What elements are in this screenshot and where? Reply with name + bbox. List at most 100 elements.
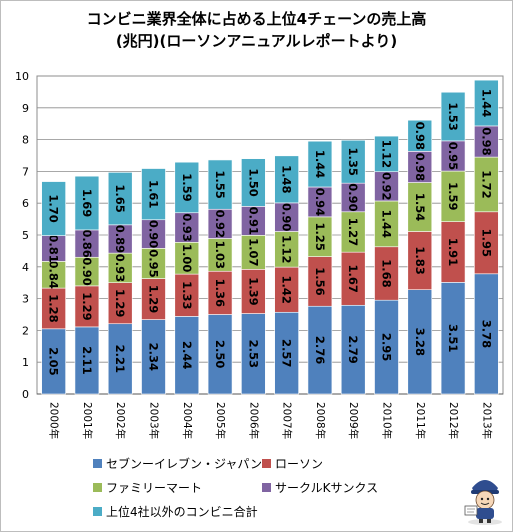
data-label: 1.44 bbox=[479, 89, 493, 117]
x-tick-label: 2000年 bbox=[48, 402, 61, 439]
data-label: 1.69 bbox=[80, 189, 94, 217]
data-label: 1.54 bbox=[413, 193, 427, 221]
legend-swatch bbox=[93, 507, 102, 516]
data-label: 1.59 bbox=[180, 173, 194, 201]
data-label: 0.89 bbox=[113, 225, 127, 253]
x-tick-label: 2010年 bbox=[381, 402, 394, 439]
bar-segment bbox=[74, 175, 100, 231]
data-label: 0.93 bbox=[113, 254, 127, 282]
x-tick-label: 2007年 bbox=[281, 402, 294, 439]
data-label: 1.29 bbox=[147, 285, 161, 313]
data-label: 1.25 bbox=[313, 223, 327, 251]
data-label: 1.39 bbox=[246, 277, 260, 305]
data-label: 2.34 bbox=[147, 343, 161, 371]
bar-segment bbox=[440, 91, 466, 142]
legend-item-others: 上位4社以外のコンビニ合計 bbox=[93, 503, 258, 520]
legend-item-familymart: ファミリーマート bbox=[93, 479, 202, 496]
data-label: 2.50 bbox=[213, 340, 227, 368]
data-label: 0.98 bbox=[413, 122, 427, 150]
bar-segment bbox=[374, 135, 399, 173]
bar-segment bbox=[407, 119, 433, 152]
data-label: 0.90 bbox=[280, 203, 294, 231]
data-label: 1.48 bbox=[280, 165, 294, 193]
x-tick-label: 2006年 bbox=[247, 402, 260, 439]
data-label: 1.42 bbox=[280, 276, 294, 304]
bar-segment bbox=[274, 155, 299, 204]
data-label: 1.61 bbox=[147, 180, 161, 208]
data-label: 3.51 bbox=[446, 324, 460, 352]
data-label: 1.12 bbox=[380, 140, 394, 168]
legend-swatch bbox=[262, 483, 271, 492]
data-label: 1.03 bbox=[213, 241, 227, 269]
data-label: 0.90 bbox=[346, 183, 360, 211]
data-label: 2.44 bbox=[180, 341, 194, 369]
legend-swatch bbox=[93, 483, 102, 492]
bar-segment bbox=[41, 181, 66, 236]
data-label: 1.35 bbox=[346, 148, 360, 176]
bar-segment bbox=[107, 172, 133, 226]
chart-title-line2: (兆円)(ローソンアニュアルレポートより) bbox=[115, 32, 398, 50]
legend-swatch bbox=[262, 459, 271, 468]
data-label: 1.70 bbox=[47, 194, 61, 222]
data-label: 1.44 bbox=[380, 210, 394, 238]
data-label: 1.55 bbox=[213, 170, 227, 198]
y-tick-label: 10 bbox=[15, 70, 29, 83]
bar-segment bbox=[340, 139, 366, 184]
data-label: 2.76 bbox=[313, 336, 327, 364]
data-label: 2.53 bbox=[246, 340, 260, 368]
data-label: 1.91 bbox=[446, 238, 460, 266]
data-label: 1.29 bbox=[80, 292, 94, 320]
data-label: 1.07 bbox=[246, 238, 260, 266]
data-label: 1.83 bbox=[413, 246, 427, 274]
data-label: 2.05 bbox=[47, 347, 61, 375]
y-tick-label: 7 bbox=[22, 165, 29, 178]
legend-item-seven-eleven: セブンーイレブン・ジャパン bbox=[93, 455, 262, 472]
x-tick-label: 2003年 bbox=[148, 402, 161, 439]
data-label: 1.28 bbox=[47, 294, 61, 322]
data-label: 1.95 bbox=[479, 229, 493, 257]
mascot-illustration bbox=[464, 480, 502, 525]
x-tick-label: 2005年 bbox=[214, 402, 227, 439]
data-label: 1.50 bbox=[246, 168, 260, 196]
legend-label-familymart: ファミリーマート bbox=[106, 481, 203, 495]
bar-segment bbox=[174, 161, 200, 214]
data-label: 1.72 bbox=[479, 170, 493, 198]
data-label: 1.00 bbox=[180, 244, 194, 272]
x-tick-label: 2008年 bbox=[314, 402, 327, 439]
y-tick-label: 0 bbox=[22, 388, 29, 401]
data-label: 3.28 bbox=[413, 328, 427, 356]
data-label: 1.53 bbox=[446, 102, 460, 130]
y-tick-label: 5 bbox=[22, 229, 29, 242]
data-label: 0.94 bbox=[313, 188, 327, 216]
data-label: 0.92 bbox=[380, 172, 394, 200]
data-label: 1.27 bbox=[346, 218, 360, 246]
x-tick-label: 2002年 bbox=[114, 402, 127, 439]
bar-segment bbox=[474, 79, 499, 127]
x-tick-label: 2013年 bbox=[480, 402, 493, 439]
data-label: 2.11 bbox=[80, 346, 94, 374]
data-label: 0.81 bbox=[47, 234, 61, 262]
data-label: 0.84 bbox=[47, 261, 61, 289]
chart-title-line1: コンビニ業界全体に占める上位4チェーンの売上高 bbox=[86, 10, 427, 28]
data-label: 0.90 bbox=[147, 220, 161, 248]
y-tick-label: 8 bbox=[22, 134, 29, 147]
data-label: 1.59 bbox=[446, 182, 460, 210]
y-tick-label: 6 bbox=[22, 197, 29, 210]
data-label: 0.90 bbox=[80, 257, 94, 285]
bar-segment bbox=[307, 140, 333, 188]
legend-label-circle-k-sunkus: サークルKサンクス bbox=[275, 481, 379, 495]
data-label: 1.33 bbox=[180, 281, 194, 309]
data-label: 2.79 bbox=[346, 335, 360, 363]
data-label: 0.86 bbox=[80, 229, 94, 257]
data-label: 1.67 bbox=[346, 265, 360, 293]
data-label: 1.12 bbox=[280, 235, 294, 263]
y-tick-label: 1 bbox=[22, 356, 29, 369]
legend-label-seven-eleven: セブンーイレブン・ジャパン bbox=[106, 457, 263, 471]
data-label: 0.93 bbox=[180, 213, 194, 241]
x-tick-label: 2009年 bbox=[347, 402, 360, 439]
data-label: 2.95 bbox=[380, 333, 394, 361]
x-tick-label: 2011年 bbox=[414, 402, 427, 439]
data-label: 0.98 bbox=[479, 127, 493, 155]
legend-label-lawson: ローソン bbox=[275, 457, 324, 471]
